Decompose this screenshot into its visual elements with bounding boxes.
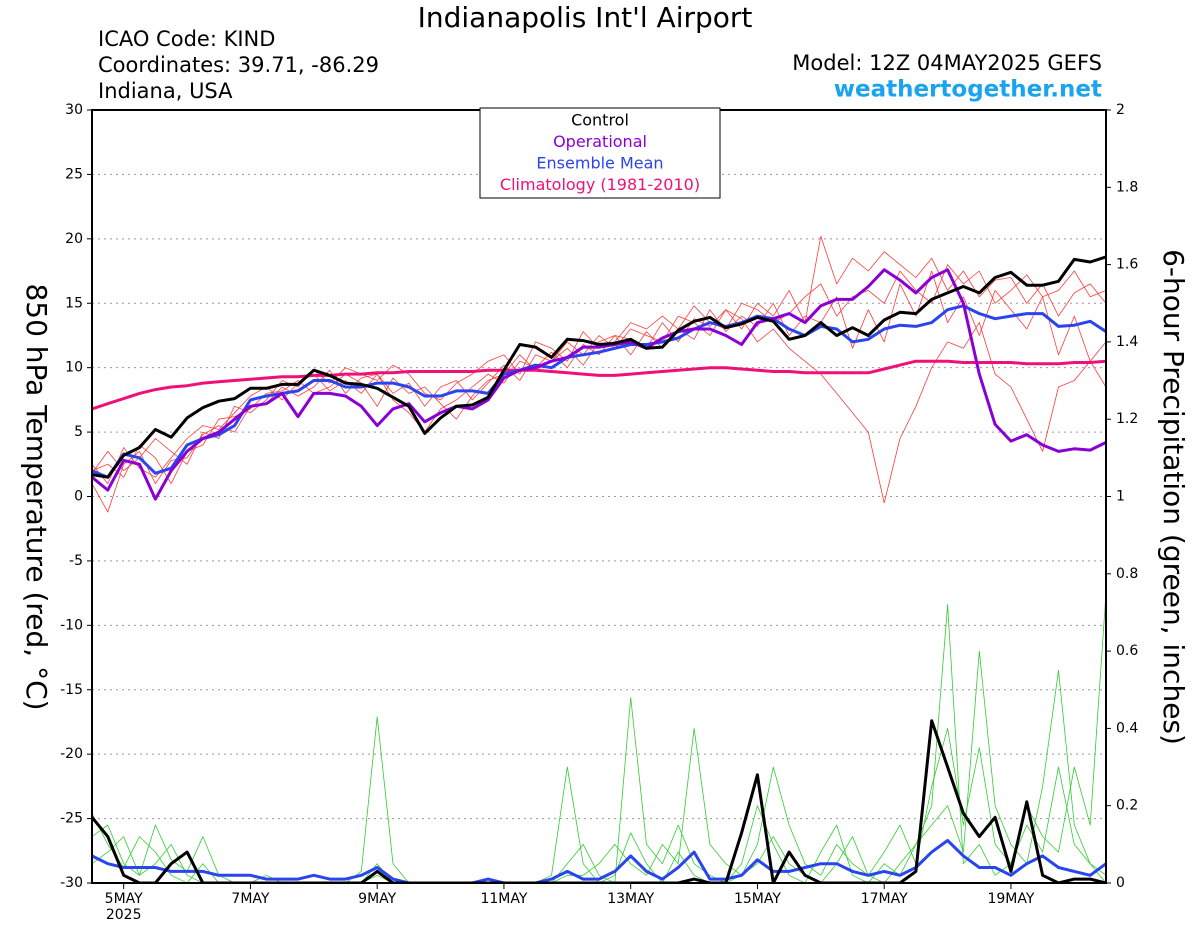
- station-info: Coordinates: 39.71, -86.29: [98, 53, 379, 77]
- x-tick-label: 5MAY: [105, 891, 143, 907]
- series-line: [92, 255, 1106, 479]
- legend-entry: Control: [571, 111, 629, 130]
- y-axis-label: 850 hPa Temperature (red, °C): [20, 283, 53, 710]
- legend-entry: Climatology (1981-2010): [500, 175, 700, 194]
- y2-tick-label: 0: [1116, 875, 1125, 891]
- y2-axis-label: 6-hour Precipitation (green, inches): [1157, 249, 1190, 745]
- station-info: Indiana, USA: [98, 79, 233, 103]
- series-line: [92, 604, 1106, 883]
- legend-entry: Ensemble Mean: [536, 154, 663, 173]
- legend-entry: Operational: [553, 132, 647, 151]
- series-line: [92, 309, 1106, 504]
- chart-title: Indianapolis Int'l Airport: [418, 1, 753, 34]
- legend-box: [479, 107, 721, 199]
- y-tick-label: -20: [60, 746, 83, 762]
- y2-tick-label: 1: [1116, 489, 1125, 505]
- x-tick-label: 7MAY: [231, 891, 269, 907]
- series-line: [92, 359, 1106, 411]
- x-tick-label: 9MAY: [358, 891, 396, 907]
- y-tick-label: -30: [60, 875, 83, 891]
- y2-tick-label: 2: [1116, 102, 1125, 118]
- y-tick-label: -10: [60, 617, 83, 633]
- series-line: [92, 264, 1106, 474]
- series-line: [92, 719, 1106, 883]
- x-tick-label: 15MAY: [734, 891, 781, 907]
- y2-tick-label: 1.2: [1116, 411, 1138, 427]
- y-tick-label: 25: [65, 166, 83, 182]
- model-info: Model: 12Z 04MAY2025 GEFS: [792, 51, 1102, 75]
- series-line: [92, 268, 1106, 501]
- x-year-label: 2025: [106, 907, 142, 923]
- station-info: ICAO Code: KIND: [98, 27, 275, 51]
- y-tick-label: 10: [65, 360, 83, 376]
- y2-tick-label: 0.2: [1116, 798, 1138, 814]
- series-line: [92, 270, 1106, 484]
- y2-tick-label: 1.6: [1116, 257, 1138, 273]
- y-tick-label: 5: [74, 424, 83, 440]
- y2-tick-label: 0.8: [1116, 566, 1138, 582]
- x-tick-label: 11MAY: [480, 891, 527, 907]
- y2-tick-label: 1.8: [1116, 179, 1138, 195]
- y-tick-label: 30: [65, 102, 83, 118]
- y2-tick-label: 0.6: [1116, 643, 1138, 659]
- x-tick-label: 13MAY: [607, 891, 654, 907]
- x-tick-label: 17MAY: [861, 891, 908, 907]
- series-line: [92, 593, 1106, 883]
- y-tick-label: -15: [60, 682, 83, 698]
- y-tick-label: 0: [74, 489, 83, 505]
- y-tick-label: 20: [65, 231, 83, 247]
- y2-tick-label: 0.4: [1116, 720, 1138, 736]
- y-tick-label: -5: [69, 553, 83, 569]
- y-tick-label: -25: [60, 811, 83, 827]
- y2-tick-label: 1.4: [1116, 334, 1138, 350]
- x-tick-label: 19MAY: [987, 891, 1034, 907]
- series-line: [92, 304, 1106, 479]
- series-line: [92, 839, 1106, 883]
- website: weathertogether.net: [834, 77, 1102, 103]
- series-line: [92, 650, 1106, 883]
- y-tick-label: 15: [65, 295, 83, 311]
